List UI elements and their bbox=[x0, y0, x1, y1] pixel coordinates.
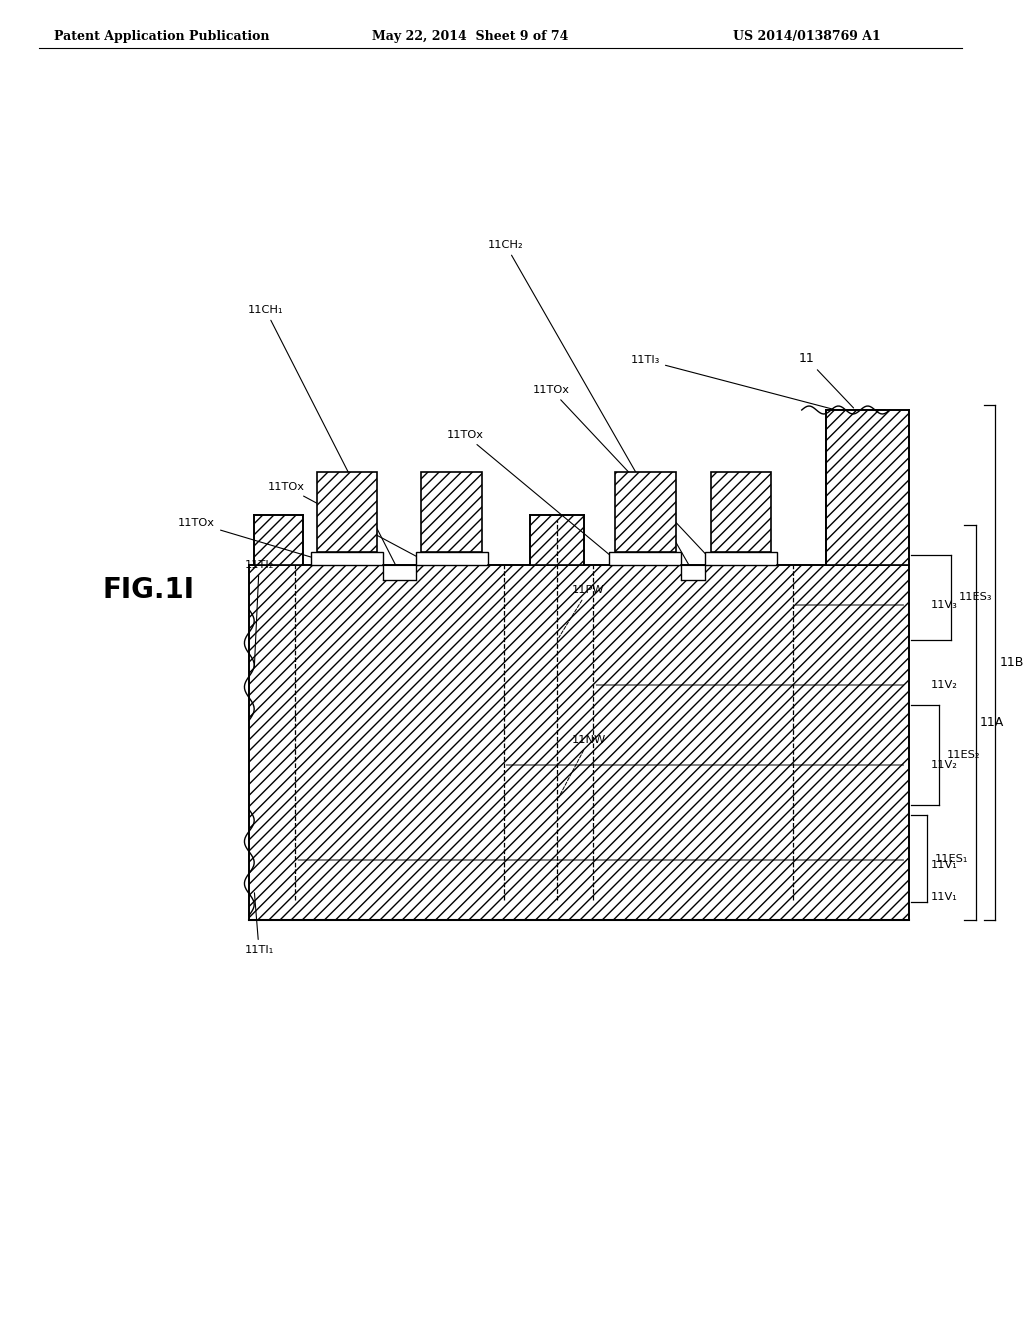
Text: 11TI₂: 11TI₂ bbox=[245, 560, 273, 667]
Text: 11V₃: 11V₃ bbox=[931, 601, 957, 610]
Bar bbox=[254, 515, 303, 565]
Bar bbox=[530, 515, 584, 565]
Text: 11V₂: 11V₂ bbox=[931, 680, 957, 690]
Bar bbox=[826, 411, 885, 565]
Bar bbox=[609, 552, 681, 565]
Text: 11: 11 bbox=[799, 352, 854, 408]
Text: 11ES₃: 11ES₃ bbox=[959, 593, 992, 602]
Text: FIG.1I: FIG.1I bbox=[102, 576, 195, 605]
Text: 11TI₃: 11TI₃ bbox=[631, 355, 834, 409]
Text: 11TI₁: 11TI₁ bbox=[245, 892, 273, 954]
Bar bbox=[711, 473, 771, 552]
Text: 11B: 11B bbox=[999, 656, 1024, 669]
Text: 11TOx: 11TOx bbox=[534, 385, 708, 557]
Text: US 2014/0138769 A1: US 2014/0138769 A1 bbox=[733, 30, 881, 44]
Text: 11TOx: 11TOx bbox=[178, 517, 313, 558]
Text: 11CH₂: 11CH₂ bbox=[487, 240, 692, 570]
Text: 11NW: 11NW bbox=[559, 735, 606, 797]
Text: 11PW: 11PW bbox=[559, 585, 604, 638]
Text: 11TOx: 11TOx bbox=[268, 482, 418, 557]
Text: 11V₁: 11V₁ bbox=[931, 892, 957, 902]
Bar bbox=[416, 552, 487, 565]
Text: May 22, 2014  Sheet 9 of 74: May 22, 2014 Sheet 9 of 74 bbox=[372, 30, 568, 44]
Bar bbox=[681, 565, 705, 579]
Bar bbox=[311, 552, 383, 565]
Bar bbox=[316, 473, 378, 552]
Text: 11V₁: 11V₁ bbox=[931, 861, 957, 870]
Bar bbox=[422, 473, 482, 552]
Bar bbox=[615, 473, 676, 552]
Text: 11CH₁: 11CH₁ bbox=[248, 305, 398, 570]
Text: Patent Application Publication: Patent Application Publication bbox=[54, 30, 269, 44]
Text: 11V₂: 11V₂ bbox=[931, 760, 957, 770]
Text: 11ES₁: 11ES₁ bbox=[935, 854, 968, 863]
Bar bbox=[249, 565, 909, 920]
Bar bbox=[826, 411, 909, 565]
Text: 11TOx: 11TOx bbox=[446, 430, 612, 557]
Bar bbox=[705, 552, 777, 565]
Text: 11ES₂: 11ES₂ bbox=[946, 750, 980, 760]
Bar bbox=[383, 565, 416, 579]
Text: 11A: 11A bbox=[980, 715, 1004, 729]
